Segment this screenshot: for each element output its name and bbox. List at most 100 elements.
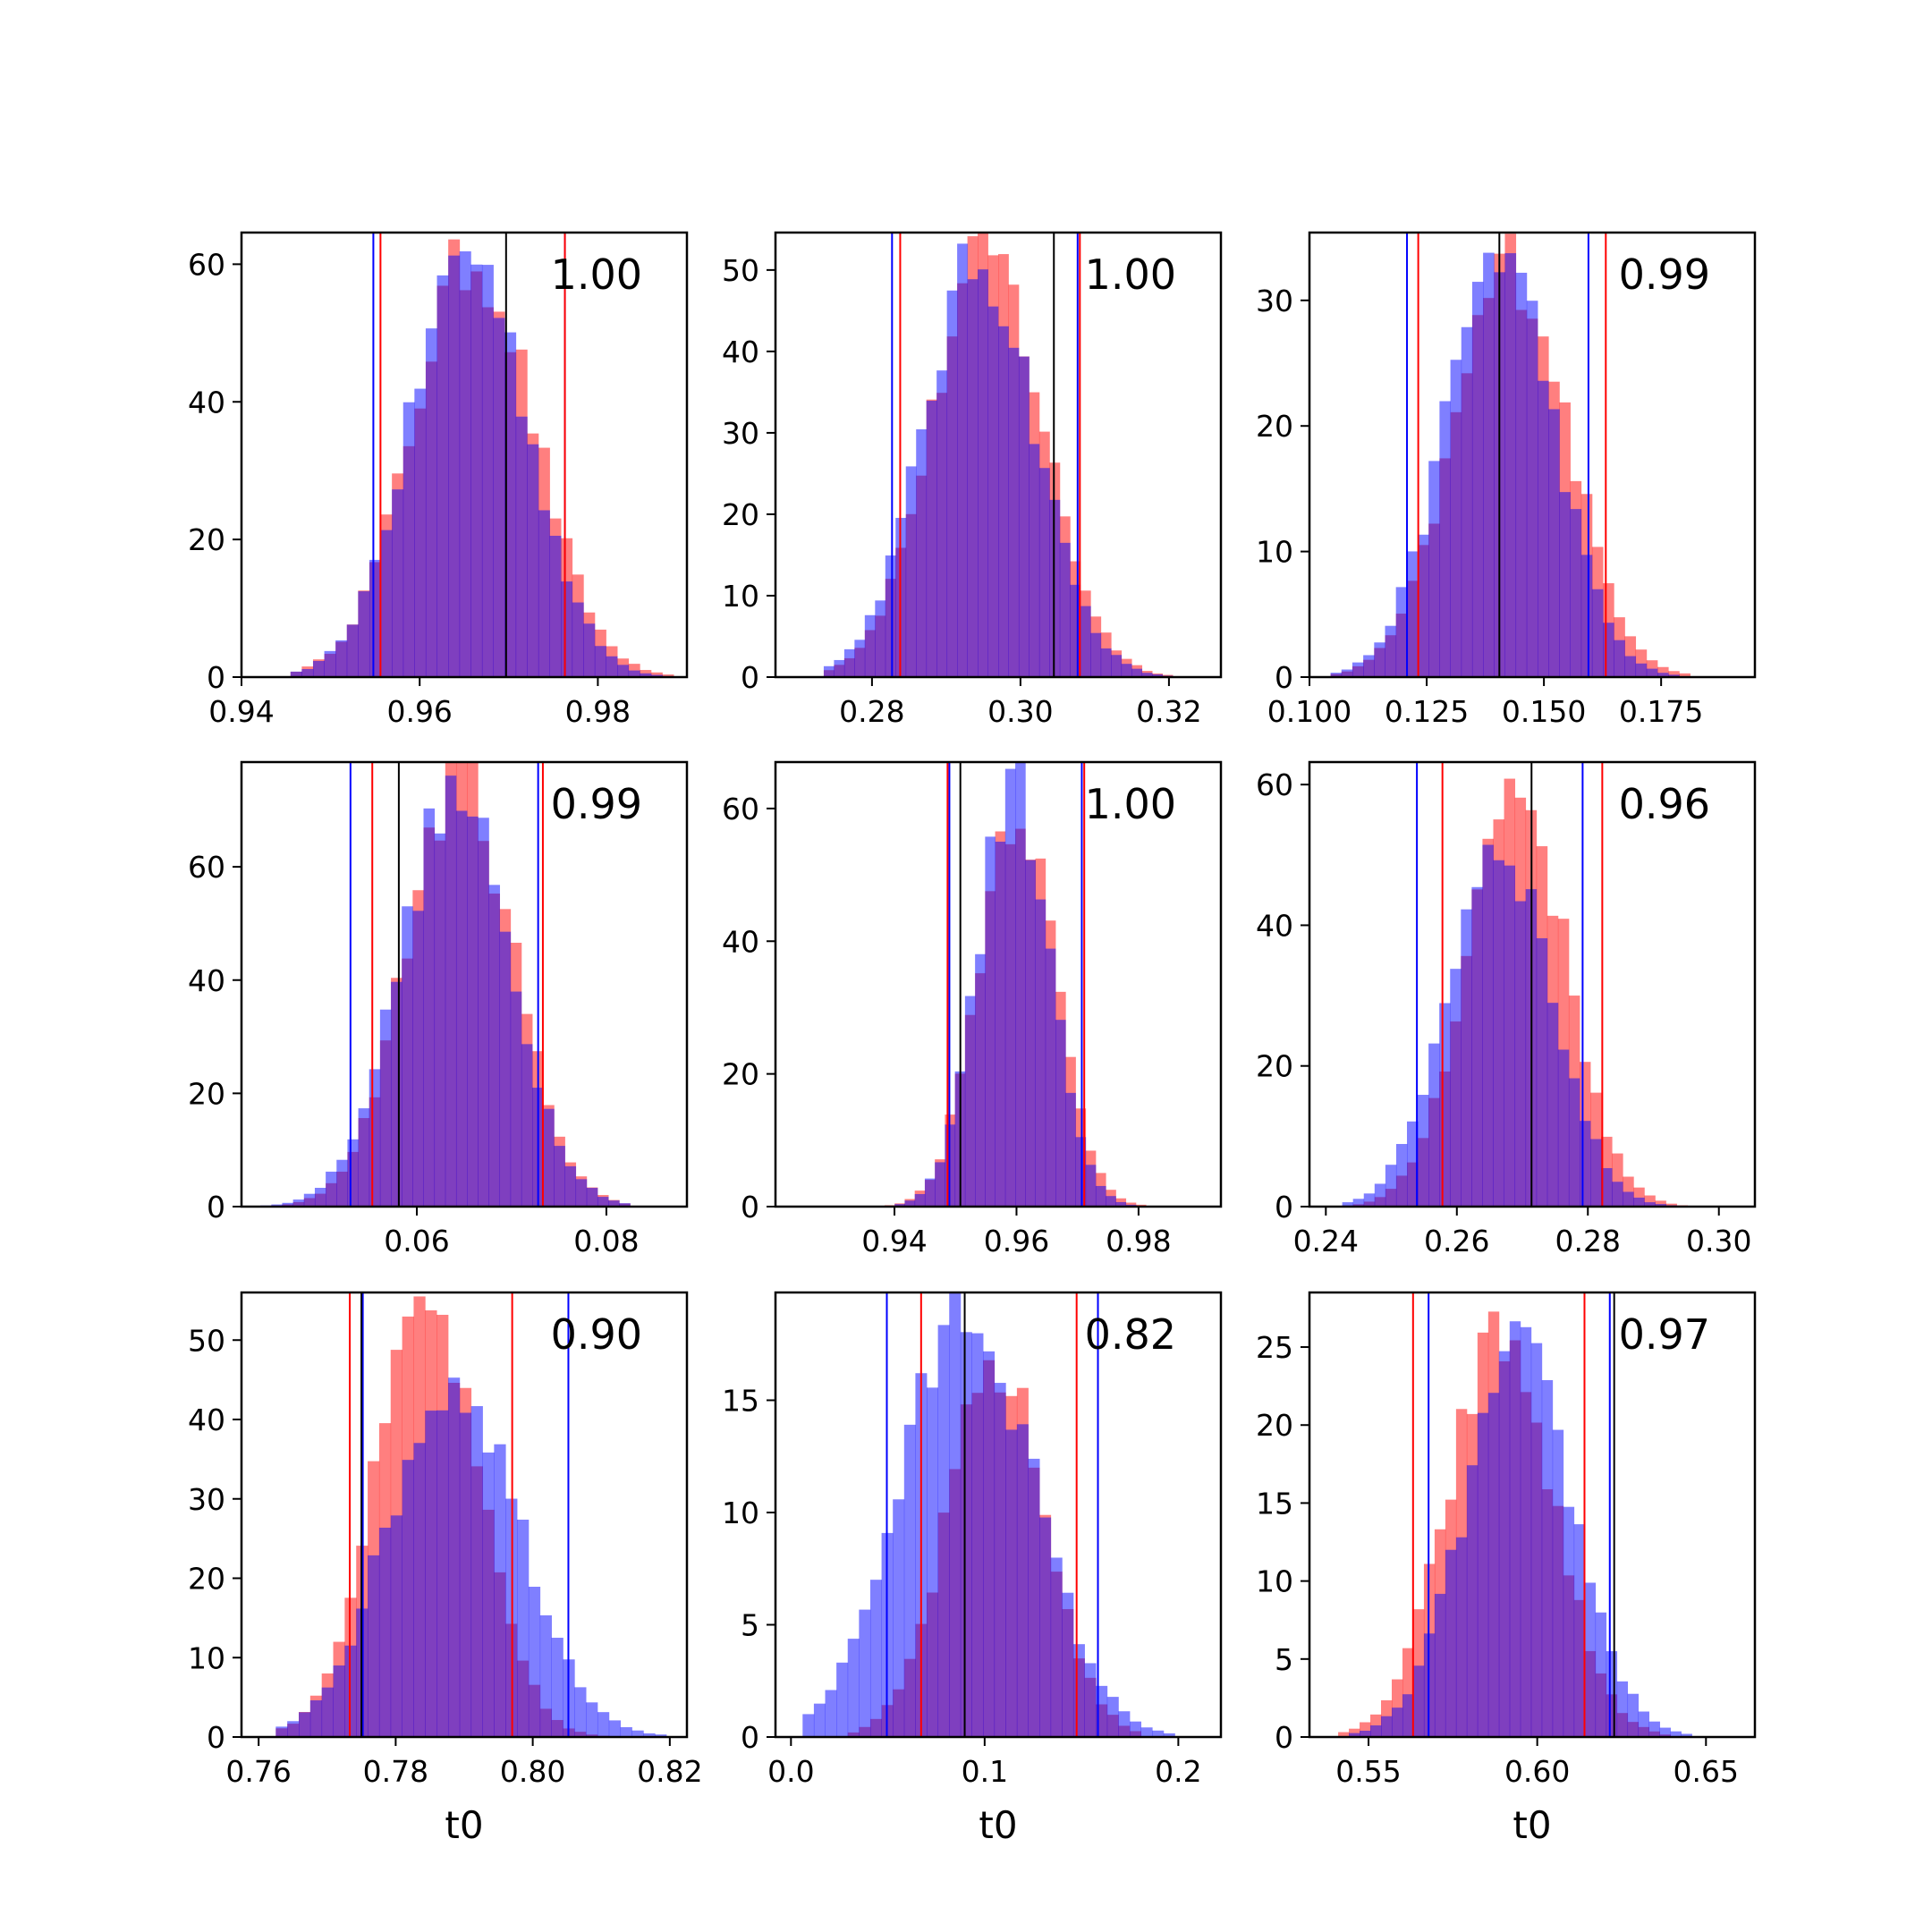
blue-bar [987,306,999,677]
blue-bar [402,906,413,1207]
y-tick-label: 10 [1256,535,1293,570]
blue-bar [287,1721,300,1737]
blue-bar [1627,1693,1640,1737]
blue-bar [1570,509,1582,677]
blue-bar [1059,542,1071,677]
red-bar [1668,671,1680,677]
x-tick-label: 0.30 [1686,1224,1751,1258]
plot-area [802,1292,1175,1737]
plot-area [275,1292,667,1737]
blue-bar [1580,555,1593,677]
blue-bar [1163,1733,1175,1737]
panel-5: 0.94 0.96 0.98 0 20 40 60 1.00 [722,760,1223,1258]
x-tick-label: 0.94 [861,1224,927,1258]
y-tick-label: 0 [207,1720,225,1755]
blue-bar [985,836,996,1207]
blue-bar [1515,272,1528,677]
blue-bar [1152,674,1163,677]
blue-bar [1601,1168,1613,1207]
blue-bar [1546,1003,1559,1207]
blue-bar [583,623,596,677]
blue-bar [369,1069,381,1207]
blue-bar [834,659,845,677]
blue-bar [425,328,437,677]
blue-bar [517,1519,530,1737]
blue-bar [905,466,917,677]
blue-bar [1471,282,1484,677]
x-axis-label: t0 [979,1803,1017,1847]
x-tick-label: 0.100 [1267,694,1352,729]
x-tick-label: 0.96 [984,1224,1049,1258]
y-tick-label: 60 [1256,767,1293,802]
blue-bar [275,1726,288,1737]
blue-bar [1530,1343,1543,1737]
y-tick-label: 40 [722,924,759,959]
blue-bar [597,1712,610,1737]
blue-bar [1152,1730,1165,1737]
blue-bar [543,1108,555,1207]
blue-histogram [1342,844,1677,1207]
blue-bar [983,1351,996,1737]
blue-bar [347,1139,359,1207]
blue-bar [643,1733,656,1737]
axes-frame [774,1291,1223,1739]
blue-bar [949,1292,962,1737]
blue-bar [1049,499,1061,677]
panel-4: 0.06 0.08 0 20 40 60 0.99 [188,760,689,1258]
blue-bar [823,665,835,677]
blue-bar [378,1527,392,1737]
blue-bar [1391,1707,1403,1737]
blue-bar [904,1200,916,1207]
blue-bar [1603,623,1614,677]
blue-bar [995,841,1006,1207]
blue-bar [594,646,606,677]
blue-bar [1374,1183,1386,1207]
blue-bar [1045,948,1056,1207]
y-tick-label: 40 [188,385,225,419]
blue-bar [551,1638,564,1737]
blue-bar [1450,360,1462,677]
x-tick-label: 0.94 [208,694,274,729]
y-tick-label: 40 [1256,908,1293,943]
y-tick-label: 20 [722,1057,759,1092]
blue-bar [333,1665,345,1737]
blue-bar [608,1200,620,1207]
red-bar [650,672,663,677]
blue-bar [470,264,483,677]
blue-bar [1402,1694,1414,1737]
blue-bar [292,1199,305,1207]
blue-bar [1352,1199,1365,1207]
blue-bar [1538,380,1549,677]
panel-8: 0.0 0.1 0.2 0 5 10 15 0.82 t0 [722,1291,1223,1847]
y-tick-label: 50 [188,1323,225,1358]
y-tick-label: 10 [722,1496,759,1530]
blue-bar [631,1730,644,1737]
panel-annotation: 0.99 [551,780,642,828]
blue-bar [1466,1465,1479,1737]
x-tick-label: 0.76 [225,1754,291,1789]
blue-bar [314,1188,326,1207]
y-tick-label: 0 [741,1190,759,1224]
blue-bar [1085,1165,1097,1207]
blue-bar [1072,1644,1085,1737]
blue-bar [1635,663,1648,677]
x-tick-label: 0.30 [987,694,1053,729]
blue-bar [1406,1121,1419,1207]
blue-bar [303,1193,316,1207]
blue-bar [1070,584,1081,677]
blue-bar [391,981,402,1207]
y-tick-label: 30 [188,1482,225,1517]
blue-bar [494,1444,506,1737]
blue-bar [1526,301,1538,677]
blue-bar [1659,1727,1671,1737]
blue-bar [1590,1139,1602,1207]
blue-bar [504,332,517,677]
blue-bar [1374,642,1385,677]
blue-bar [301,669,314,677]
blue-bar [1412,1665,1425,1737]
blue-bar [1591,589,1604,677]
blue-bar [455,810,468,1207]
blue-bar [1638,1711,1649,1737]
blue-bar [875,600,886,677]
